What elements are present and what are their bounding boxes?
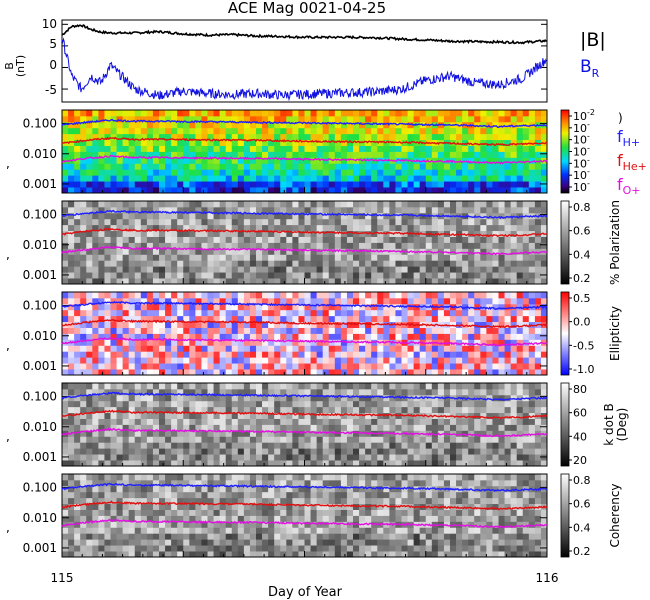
- panel4-ytick-1: 0.010: [23, 329, 57, 343]
- panel2-colorbar-tick-6: 10-: [573, 179, 590, 194]
- panel5-series-line-f-o: [61, 427, 548, 438]
- panel6-colorbar-label: Coherency: [608, 483, 622, 547]
- panel3-colorbar-tick-3: 0.2: [573, 272, 591, 285]
- panel6-series-line-f-h: [61, 482, 548, 492]
- panel2-colorbar: [560, 109, 570, 194]
- xtick-115: 115: [51, 571, 74, 585]
- panel4-series-line-f-o: [61, 336, 548, 347]
- panel4-ytick-0: 0.100: [23, 299, 57, 313]
- panel4-colorbar-tick-2: -0.5: [573, 339, 594, 352]
- panel5-colorbar-tick-0: 80: [573, 383, 587, 396]
- panel3-colorbar-tick-0: 0.8: [573, 201, 591, 214]
- panel5-ylabel-fragment: ,: [6, 430, 10, 444]
- panel5-colorbar-label: k dot B: [602, 403, 616, 445]
- panel6-colorbar-tick-1: 0.6: [573, 498, 591, 511]
- panel3-series-line-f-o: [61, 245, 548, 256]
- legend-f-h: fH+: [617, 127, 640, 149]
- panel5-colorbar-tick-1: 60: [573, 407, 587, 420]
- legend-b-total: |B|: [580, 29, 606, 51]
- panel4-colorbar-tick-3: -1.0: [573, 363, 594, 376]
- panel4-colorbar-tick-0: 0.5: [573, 292, 591, 305]
- panel2-colorbar-tick-3: 10-: [573, 144, 590, 159]
- panel2-ylabel-fragment: ,: [6, 157, 10, 171]
- panel6-ytick-1: 0.010: [23, 511, 57, 525]
- panel5-ytick-2: 0.001: [23, 450, 57, 464]
- panel6-series-line-f-o: [61, 518, 548, 529]
- legend-f-o: fO+: [617, 175, 641, 197]
- panel1-ytick-5: 5: [49, 37, 57, 51]
- panel4-colorbar-tick-1: 0.0: [573, 316, 591, 329]
- panel3-colorbar: [560, 200, 570, 285]
- panel-6-spectrogram: 0.100 0.010 0.001, 0.8 0.6 0.4 0.2 Coherency: [6, 473, 622, 558]
- panel5-ytick-1: 0.010: [23, 420, 57, 434]
- x-axis-label: Day of Year: [268, 585, 343, 600]
- panel5-series-line-f-h: [61, 391, 548, 401]
- panel5-colorbar-tick-3: 20: [573, 454, 587, 467]
- xtick-116: 116: [536, 571, 559, 585]
- panel6-ylabel-fragment: ,: [6, 521, 10, 535]
- panel3-ytick-0: 0.100: [23, 208, 57, 222]
- panel6-colorbar-tick-2: 0.4: [573, 521, 591, 534]
- panel2-colorbar-tick-1: 10-: [573, 120, 590, 135]
- series-line-b-r: [61, 37, 547, 102]
- panel3-series-line-f-h: [61, 209, 548, 220]
- panel3-ytick-2: 0.001: [23, 268, 57, 282]
- panel-3-spectrogram: 0.100 0.010 0.001, 0.8 0.6 0.4 0.2 % Polarizati…: [6, 200, 622, 285]
- panel3-series-line-f-he: [61, 228, 548, 238]
- panel5-colorbar-label-unit: (Deg): [615, 408, 629, 442]
- panel6-series-line-f-he: [61, 500, 548, 511]
- panel1-yunit: (nT): [14, 55, 27, 77]
- panel1-ylabel: B: [3, 62, 16, 70]
- panel5-series-line-f-he: [61, 409, 548, 420]
- panel3-ytick-1: 0.010: [23, 238, 57, 252]
- panel2-ytick-1: 0.010: [23, 147, 57, 161]
- panel-2-spectrogram: 0.1000.0100.001,10-210-10-10-10-10-10-)f…: [6, 108, 647, 197]
- panel2-series-line-f-o: [61, 154, 548, 165]
- panel2-ytick-2: 0.001: [23, 177, 57, 191]
- panel2-colorbar-tick-2: 10-: [573, 132, 590, 147]
- panel-4-spectrogram: 0.100 0.010 0.001, 0.5 0.0 -0.5 -1.0 Ellipticit…: [6, 291, 622, 376]
- panel6-ytick-0: 0.100: [23, 481, 57, 495]
- panel4-series-line-f-h: [61, 300, 548, 311]
- panel4-ytick-2: 0.001: [23, 359, 57, 373]
- panel6-colorbar: [560, 473, 570, 558]
- panel2-colorbar-label-fragment: ): [618, 111, 623, 125]
- panel5-colorbar-tick-2: 40: [573, 430, 587, 443]
- panel2-colorbar-tick-5: 10-: [573, 167, 590, 182]
- panel1-ytick-10: 10: [42, 17, 57, 31]
- panel6-ytick-2: 0.001: [23, 541, 57, 555]
- panel4-colorbar-label: Ellipticity: [608, 306, 622, 361]
- panel6-colorbar-tick-0: 0.8: [573, 474, 591, 487]
- panel1-ytick-minus5: -5: [45, 83, 57, 97]
- panel2-series-line-f-h: [61, 118, 547, 129]
- panel1-ytick-0: 0: [49, 58, 57, 72]
- panel-magnetic-field: 10 5 0 -5 B (nT) |B| BR: [3, 17, 606, 103]
- panel5-ytick-0: 0.100: [23, 390, 57, 404]
- panel3-colorbar-tick-1: 0.6: [573, 225, 591, 238]
- legend-f-he: fHe+: [617, 151, 647, 173]
- panel3-colorbar-tick-2: 0.4: [573, 248, 591, 261]
- series-line-b-total: [61, 24, 548, 45]
- panel2-colorbar-tick-0: 10-2: [573, 108, 595, 123]
- legend-b-r: BR: [580, 57, 600, 80]
- panel4-ylabel-fragment: ,: [6, 339, 10, 353]
- panel2-series-line-f-he: [61, 136, 547, 147]
- panel6-colorbar-tick-3: 0.2: [573, 545, 591, 558]
- panel5-colorbar: [560, 382, 570, 467]
- panel3-ylabel-fragment: ,: [6, 248, 10, 262]
- panel2-ytick-0: 0.100: [23, 117, 57, 131]
- panel4-series-line-f-he: [61, 318, 548, 329]
- panel4-colorbar: [560, 291, 570, 376]
- figure-title: ACE Mag 0021-04-25: [228, 0, 386, 17]
- panel2-colorbar-tick-4: 10-: [573, 155, 590, 170]
- panel3-colorbar-label: % Polarization: [608, 200, 622, 285]
- panel-5-spectrogram: 0.100 0.010 0.001, 80 60 40 20 k dot B (Deg): [6, 382, 629, 467]
